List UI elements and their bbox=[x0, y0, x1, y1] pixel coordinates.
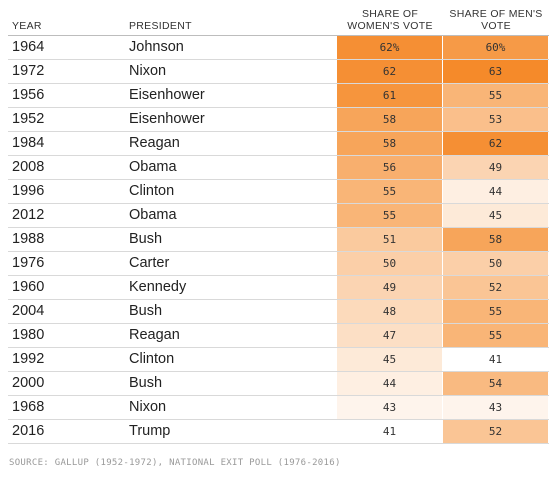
women-share-cell: 50 bbox=[337, 252, 442, 275]
men-share-cell: 43 bbox=[443, 396, 548, 419]
president-cell: Clinton bbox=[129, 183, 175, 199]
president-cell: Bush bbox=[129, 303, 163, 319]
president-cell: Clinton bbox=[129, 351, 175, 367]
table-row: 1972 Nixon 62 63 bbox=[8, 60, 549, 84]
table-row: 2004 Bush 48 55 bbox=[8, 300, 549, 324]
table-row: 1984 Reagan 58 62 bbox=[8, 132, 549, 156]
president-cell: Obama bbox=[129, 159, 177, 175]
year-cell: 1964 bbox=[12, 39, 45, 55]
table-row: 1988 Bush 51 58 bbox=[8, 228, 549, 252]
year-cell: 1980 bbox=[12, 327, 45, 343]
men-share-cell: 63 bbox=[443, 60, 548, 83]
header-women-share: SHARE OF WOMEN'S VOTE bbox=[337, 8, 443, 32]
year-cell: 2004 bbox=[12, 303, 45, 319]
year-cell: 2008 bbox=[12, 159, 45, 175]
president-cell: Johnson bbox=[129, 39, 184, 55]
table-body: 1964 Johnson 62% 60% 1972 Nixon 62 63 1956 Eisenh… bbox=[8, 36, 549, 444]
men-share-cell: 60% bbox=[443, 36, 548, 59]
men-share-cell: 54 bbox=[443, 372, 548, 395]
header-year: YEAR bbox=[12, 20, 42, 32]
women-share-cell: 56 bbox=[337, 156, 442, 179]
vote-share-table: YEAR PRESIDENT SHARE OF WOMEN'S VOTE SHA… bbox=[8, 0, 549, 444]
header-president: PRESIDENT bbox=[129, 20, 192, 32]
table-row: 1992 Clinton 45 41 bbox=[8, 348, 549, 372]
women-share-cell: 62 bbox=[337, 60, 442, 83]
men-share-cell: 49 bbox=[443, 156, 548, 179]
table-row: 1980 Reagan 47 55 bbox=[8, 324, 549, 348]
president-cell: Bush bbox=[129, 231, 163, 247]
header-men-line1: SHARE OF MEN'S bbox=[449, 8, 543, 20]
men-share-cell: 58 bbox=[443, 228, 548, 251]
president-cell: Carter bbox=[129, 255, 170, 271]
header-women-line2: WOMEN'S VOTE bbox=[347, 20, 433, 32]
women-share-cell: 51 bbox=[337, 228, 442, 251]
table-row: 2008 Obama 56 49 bbox=[8, 156, 549, 180]
year-cell: 1992 bbox=[12, 351, 45, 367]
women-share-cell: 43 bbox=[337, 396, 442, 419]
men-share-cell: 41 bbox=[443, 348, 548, 371]
header-divider bbox=[8, 35, 549, 36]
men-share-cell: 52 bbox=[443, 420, 548, 443]
president-cell: Nixon bbox=[129, 399, 167, 415]
year-cell: 1952 bbox=[12, 111, 45, 127]
table-row: 2000 Bush 44 54 bbox=[8, 372, 549, 396]
women-share-cell: 48 bbox=[337, 300, 442, 323]
women-share-cell: 49 bbox=[337, 276, 442, 299]
women-share-cell: 62% bbox=[337, 36, 442, 59]
table-row: 1968 Nixon 43 43 bbox=[8, 396, 549, 420]
year-cell: 2000 bbox=[12, 375, 45, 391]
men-share-cell: 55 bbox=[443, 84, 548, 107]
table-row: 1964 Johnson 62% 60% bbox=[8, 36, 549, 60]
president-cell: Bush bbox=[129, 375, 163, 391]
men-share-cell: 52 bbox=[443, 276, 548, 299]
year-cell: 2016 bbox=[12, 423, 45, 439]
year-cell: 2012 bbox=[12, 207, 45, 223]
women-share-cell: 58 bbox=[337, 132, 442, 155]
table-row: 1976 Carter 50 50 bbox=[8, 252, 549, 276]
year-cell: 1988 bbox=[12, 231, 45, 247]
women-share-cell: 45 bbox=[337, 348, 442, 371]
year-cell: 1956 bbox=[12, 87, 45, 103]
year-cell: 1972 bbox=[12, 63, 45, 79]
header-women-line1: SHARE OF bbox=[361, 8, 419, 20]
table-row: 2016 Trump 41 52 bbox=[8, 420, 549, 444]
header-men-line2: VOTE bbox=[481, 20, 511, 32]
source-note: SOURCE: GALLUP (1952-1972), NATIONAL EXI… bbox=[9, 458, 341, 468]
men-share-cell: 55 bbox=[443, 324, 548, 347]
men-share-cell: 55 bbox=[443, 300, 548, 323]
women-share-cell: 55 bbox=[337, 180, 442, 203]
president-cell: Obama bbox=[129, 207, 177, 223]
women-share-cell: 61 bbox=[337, 84, 442, 107]
table-row: 1960 Kennedy 49 52 bbox=[8, 276, 549, 300]
president-cell: Kennedy bbox=[129, 279, 187, 295]
president-cell: Nixon bbox=[129, 63, 167, 79]
year-cell: 1968 bbox=[12, 399, 45, 415]
women-share-cell: 55 bbox=[337, 204, 442, 227]
year-cell: 1960 bbox=[12, 279, 45, 295]
year-cell: 1996 bbox=[12, 183, 45, 199]
men-share-cell: 53 bbox=[443, 108, 548, 131]
president-cell: Reagan bbox=[129, 135, 180, 151]
men-share-cell: 45 bbox=[443, 204, 548, 227]
table-row: 2012 Obama 55 45 bbox=[8, 204, 549, 228]
year-cell: 1984 bbox=[12, 135, 45, 151]
table-row: 1952 Eisenhower 58 53 bbox=[8, 108, 549, 132]
header-men-share: SHARE OF MEN'S VOTE bbox=[443, 8, 549, 32]
president-cell: Eisenhower bbox=[129, 87, 205, 103]
president-cell: Trump bbox=[129, 423, 171, 439]
table-header: YEAR PRESIDENT SHARE OF WOMEN'S VOTE SHA… bbox=[8, 0, 549, 36]
women-share-cell: 47 bbox=[337, 324, 442, 347]
men-share-cell: 50 bbox=[443, 252, 548, 275]
table-row: 1956 Eisenhower 61 55 bbox=[8, 84, 549, 108]
men-share-cell: 44 bbox=[443, 180, 548, 203]
year-cell: 1976 bbox=[12, 255, 45, 271]
president-cell: Reagan bbox=[129, 327, 180, 343]
president-cell: Eisenhower bbox=[129, 111, 205, 127]
women-share-cell: 58 bbox=[337, 108, 442, 131]
women-share-cell: 44 bbox=[337, 372, 442, 395]
women-share-cell: 41 bbox=[337, 420, 442, 443]
men-share-cell: 62 bbox=[443, 132, 548, 155]
table-row: 1996 Clinton 55 44 bbox=[8, 180, 549, 204]
